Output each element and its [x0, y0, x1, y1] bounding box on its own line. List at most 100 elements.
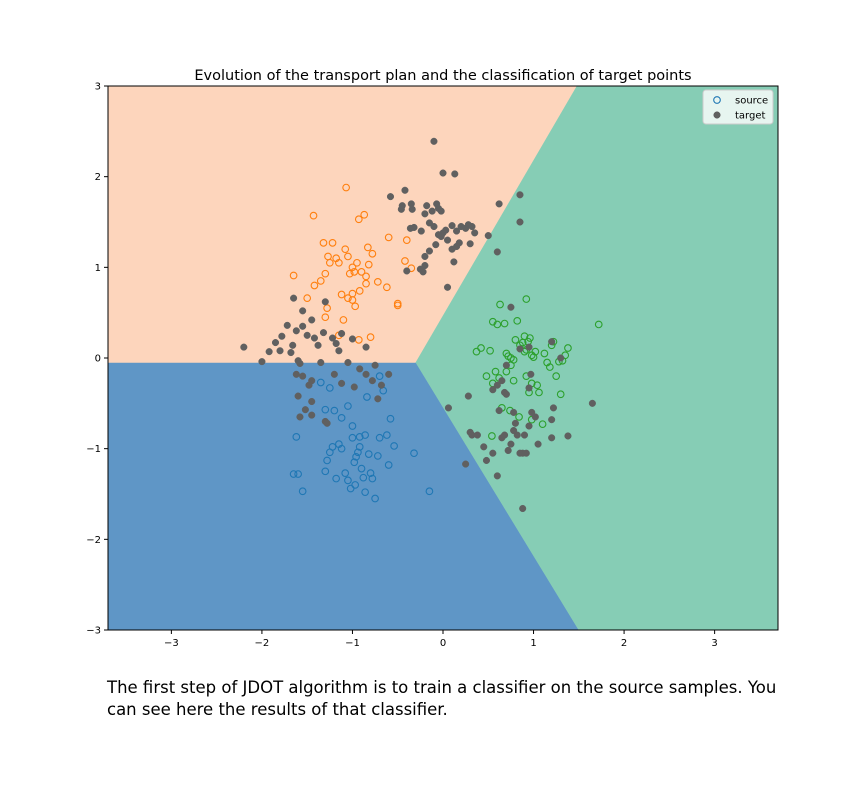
- target-point: [482, 456, 491, 465]
- source-point: [342, 183, 350, 192]
- target-point: [308, 397, 316, 406]
- target-point: [498, 434, 506, 442]
- source-point: [355, 287, 364, 295]
- source-point: [298, 487, 307, 496]
- target-point: [374, 395, 382, 403]
- target-point: [335, 347, 343, 355]
- source-point: [354, 448, 362, 457]
- source-point: [348, 433, 357, 442]
- source-point: [321, 269, 330, 278]
- source-point: [502, 349, 511, 358]
- source-point: [364, 450, 373, 458]
- target-point: [516, 218, 524, 226]
- source-point: [323, 456, 331, 465]
- source-point: [533, 381, 542, 390]
- source-point: [564, 344, 572, 352]
- target-point: [507, 440, 515, 448]
- target-point: [516, 449, 524, 457]
- target-point: [317, 358, 325, 367]
- target-point: [471, 229, 479, 237]
- source-point: [344, 476, 352, 485]
- source-point: [384, 461, 393, 469]
- x-tick-label: −1: [345, 638, 360, 649]
- target-point: [525, 384, 533, 392]
- source-point: [500, 319, 509, 328]
- target-point: [403, 267, 411, 275]
- source-point: [351, 481, 360, 489]
- source-point: [354, 215, 363, 224]
- source-point: [348, 422, 357, 430]
- source-point: [371, 494, 379, 503]
- source-point: [496, 300, 504, 309]
- source-point: [538, 420, 547, 429]
- source-point: [303, 294, 312, 303]
- source-point: [556, 390, 565, 399]
- target-point: [448, 245, 456, 253]
- y-tick-label: 3: [95, 82, 101, 93]
- target-point: [511, 419, 519, 427]
- x-tick-label: 0: [440, 638, 446, 649]
- target-point: [299, 322, 307, 330]
- target-point: [525, 422, 533, 430]
- source-point: [321, 405, 330, 414]
- source-point: [289, 271, 298, 280]
- target-point: [548, 434, 556, 442]
- source-point: [335, 258, 343, 267]
- target-point: [287, 349, 295, 357]
- target-point: [305, 381, 313, 389]
- target-point: [308, 316, 316, 324]
- target-point: [430, 137, 438, 145]
- legend-target-marker: [713, 111, 721, 119]
- source-point: [552, 372, 561, 380]
- target-point: [432, 241, 440, 249]
- target-point: [462, 460, 470, 468]
- data-points: [240, 137, 603, 513]
- target-point: [289, 341, 297, 349]
- y-tick-label: 2: [95, 172, 101, 183]
- source-point: [360, 210, 369, 219]
- target-point: [292, 370, 300, 378]
- source-point: [373, 277, 382, 286]
- source-point: [401, 257, 409, 265]
- source-point: [513, 316, 522, 325]
- target-point: [450, 258, 458, 266]
- target-point: [240, 343, 248, 351]
- target-point: [557, 354, 565, 362]
- target-point: [588, 399, 596, 407]
- y-tick-label: 0: [95, 354, 101, 365]
- source-point: [344, 294, 352, 303]
- target-point: [258, 358, 266, 366]
- target-point: [310, 334, 318, 342]
- source-point: [482, 372, 491, 380]
- source-point: [348, 289, 357, 298]
- target-point: [448, 222, 456, 230]
- source-point: [292, 433, 301, 441]
- y-tick-label: 1: [95, 263, 101, 274]
- source-point: [361, 431, 369, 439]
- source-point: [493, 320, 502, 329]
- target-point: [437, 232, 445, 241]
- source-point: [540, 349, 549, 358]
- source-point: [325, 384, 334, 392]
- source-point: [425, 487, 434, 496]
- source-point: [321, 467, 330, 476]
- target-point: [417, 227, 425, 235]
- source-point: [594, 320, 603, 329]
- target-point: [525, 343, 533, 351]
- target-point: [489, 449, 497, 457]
- source-point: [328, 443, 337, 451]
- target-point: [437, 207, 445, 215]
- target-point: [528, 408, 536, 416]
- source-point: [319, 239, 328, 247]
- source-point: [522, 295, 531, 303]
- y-axis: −3 −2 −1 0 1 2 3: [86, 82, 108, 637]
- source-point: [337, 444, 346, 453]
- target-point: [406, 224, 414, 232]
- scatter-chart: −3 −2 −1 0 1 2 3 −3 −2 −1 0 1 2 3 Evolution of the t…: [86, 68, 779, 649]
- source-point: [393, 299, 402, 308]
- target-point: [401, 186, 409, 194]
- target-point: [564, 432, 572, 440]
- target-point: [430, 222, 438, 231]
- x-tick-label: −2: [255, 638, 270, 649]
- target-point: [520, 431, 529, 439]
